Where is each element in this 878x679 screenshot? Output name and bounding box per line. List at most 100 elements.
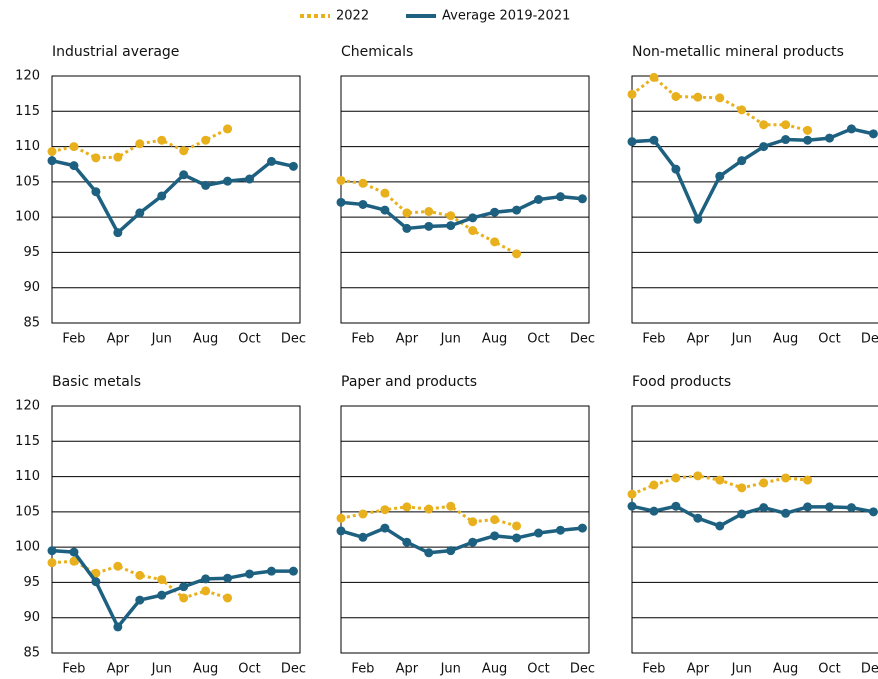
series-dot (737, 509, 747, 519)
series-dot (490, 515, 500, 525)
x-tick-label: Dec (281, 662, 306, 677)
series-dot (135, 139, 145, 149)
series-line (51, 158, 294, 235)
series-dot (446, 221, 456, 231)
series-dot (358, 532, 368, 542)
x-tick-label: Jun (440, 662, 461, 677)
y-tick-label: 110 (15, 139, 40, 154)
series-dot (627, 137, 637, 147)
series-line (51, 559, 229, 600)
series-dot (113, 622, 123, 632)
series-dot (803, 125, 813, 135)
series-dot (69, 547, 79, 557)
x-tick-label: Apr (107, 662, 130, 677)
panel-title: Non-metallic mineral products (632, 44, 844, 60)
series-dot (468, 213, 478, 223)
series-dot (424, 221, 434, 231)
y-tick-label: 105 (15, 504, 40, 519)
series-dot (336, 513, 346, 523)
x-tick-label: Dec (861, 332, 878, 347)
y-tick-label: 120 (15, 399, 40, 414)
series-dot (201, 180, 211, 190)
series-dot (201, 586, 211, 596)
y-tick-label: 90 (23, 610, 40, 625)
x-tick-label: Oct (818, 332, 840, 347)
series-dot (512, 205, 522, 215)
x-tick-label: Jun (731, 662, 752, 677)
x-tick-label: Jun (440, 332, 461, 347)
series-dot (649, 506, 659, 516)
x-tick-label: Oct (238, 332, 260, 347)
series-dot (336, 175, 346, 185)
series-dot (846, 124, 856, 134)
legend-label: Average 2019-2021 (442, 9, 570, 24)
y-tick-label: 95 (23, 245, 40, 260)
series-dot (69, 161, 79, 171)
y-tick-label: 105 (15, 174, 40, 189)
series-line (340, 526, 583, 555)
series-dot (715, 171, 725, 181)
x-tick-label: Oct (527, 332, 549, 347)
series-dot (179, 593, 189, 603)
plot-frame (631, 75, 878, 324)
series-dot (671, 164, 681, 174)
series-dot (693, 471, 703, 481)
series-dot (201, 574, 211, 584)
x-tick-label: Apr (396, 332, 419, 347)
series-dot (803, 502, 813, 512)
series-dot (693, 214, 703, 224)
series-dot (157, 191, 167, 201)
series-dot (555, 525, 565, 535)
series-dot (490, 207, 500, 217)
series-dot (245, 174, 255, 184)
x-tick-label: Apr (687, 332, 710, 347)
series-dot (671, 501, 681, 511)
y-tick-label: 90 (23, 280, 40, 295)
series-dot (223, 176, 233, 186)
series-dot (380, 505, 390, 515)
series-dot (91, 187, 101, 197)
series-dot (627, 489, 637, 499)
series-dot (245, 569, 255, 579)
series-dot (627, 501, 637, 511)
series-dot (402, 223, 412, 233)
series-dot (759, 503, 769, 513)
series-dot (113, 561, 123, 571)
x-tick-label: Dec (281, 332, 306, 347)
series-dot (113, 228, 123, 238)
series-dot (380, 205, 390, 215)
series-dot (223, 124, 233, 134)
panel-title: Chemicals (341, 44, 413, 60)
series-dot (91, 577, 101, 587)
series-dot (223, 573, 233, 583)
series-dot (534, 195, 544, 204)
series-dot (424, 548, 434, 558)
y-tick-label: 110 (15, 469, 40, 484)
series-dot (781, 120, 791, 130)
series-dot (759, 142, 769, 152)
series-dot (424, 206, 434, 216)
x-tick-label: Aug (773, 332, 798, 347)
series-dot (69, 142, 79, 152)
series-dot (336, 197, 346, 207)
x-tick-label: Oct (238, 662, 260, 677)
series-dot (47, 156, 57, 166)
x-tick-label: Dec (861, 662, 878, 677)
series-line (631, 127, 874, 222)
y-tick-label: 115 (15, 104, 40, 119)
series-line (631, 504, 874, 528)
series-dot (47, 558, 57, 568)
y-tick-label: 115 (15, 434, 40, 449)
x-tick-label: Aug (773, 662, 798, 677)
x-tick-label: Apr (396, 662, 419, 677)
x-tick-label: Feb (642, 662, 665, 677)
series-dot (781, 508, 791, 518)
series-dot (737, 105, 747, 115)
series-dot (91, 153, 101, 163)
series-dot (179, 146, 189, 156)
series-dot (288, 161, 298, 171)
x-tick-label: Jun (151, 332, 172, 347)
series-dot (402, 502, 412, 512)
series-dot (380, 188, 390, 198)
x-tick-label: Aug (482, 332, 507, 347)
